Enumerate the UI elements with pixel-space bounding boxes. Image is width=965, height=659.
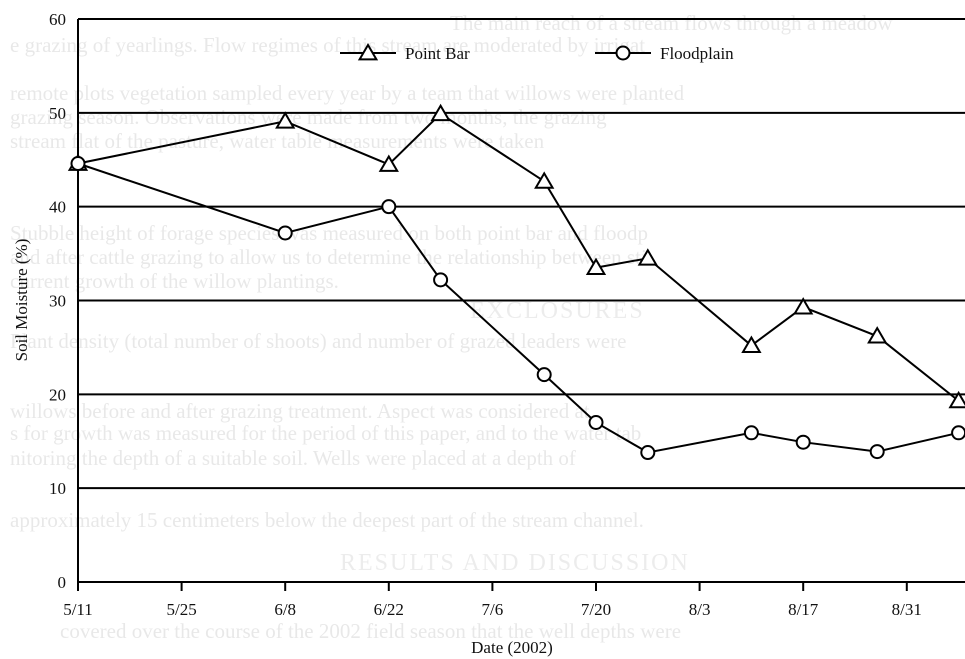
data-point-triangle bbox=[867, 326, 888, 344]
y-tick-label: 60 bbox=[49, 10, 66, 29]
data-point-circle bbox=[640, 445, 656, 461]
data-point-circle bbox=[381, 199, 397, 215]
svg-text:RESULTS AND DISCUSSION: RESULTS AND DISCUSSION bbox=[340, 550, 690, 576]
y-tick-label: 20 bbox=[49, 385, 66, 404]
data-point-circle bbox=[277, 225, 293, 241]
data-point-triangle bbox=[793, 297, 814, 315]
svg-text:remote plots vegetation sample: remote plots vegetation sampled every ye… bbox=[10, 81, 685, 105]
y-tick-label: 0 bbox=[58, 573, 67, 592]
data-point-circle bbox=[743, 425, 759, 441]
legend-label: Floodplain bbox=[660, 44, 734, 63]
x-axis-label: Date (2002) bbox=[471, 638, 553, 657]
x-tick-label: 8/31 bbox=[892, 600, 922, 619]
x-tick-label: 6/8 bbox=[274, 600, 296, 619]
data-point-circle bbox=[70, 156, 86, 172]
data-point-triangle bbox=[534, 171, 555, 189]
legend: Point Bar Floodplain bbox=[340, 43, 734, 63]
x-tick-label: 7/6 bbox=[482, 600, 504, 619]
y-tick-label: 10 bbox=[49, 479, 66, 498]
data-point-triangle bbox=[948, 390, 965, 409]
data-point-circle bbox=[588, 414, 604, 430]
legend-label: Point Bar bbox=[405, 44, 470, 63]
y-tick-label: 30 bbox=[49, 292, 66, 311]
data-point-circle bbox=[869, 444, 885, 460]
x-tick-label: 7/20 bbox=[581, 600, 611, 619]
svg-text:current growth of the willow p: current growth of the willow plantings. bbox=[10, 269, 339, 293]
data-point-triangle bbox=[637, 248, 658, 266]
data-point-circle bbox=[433, 272, 449, 288]
data-point-triangle bbox=[430, 103, 451, 122]
svg-text:approximately 15 centimeters b: approximately 15 centimeters below the d… bbox=[10, 508, 644, 532]
y-tick-label: 50 bbox=[49, 104, 66, 123]
x-tick-label: 5/11 bbox=[63, 600, 93, 619]
legend-marker-circle bbox=[615, 45, 631, 61]
svg-text:nitoring the depth of a suitab: nitoring the depth of a suitable soil. W… bbox=[10, 446, 576, 470]
legend-marker-triangle bbox=[357, 43, 379, 61]
svg-text:Plant density (total number of: Plant density (total number of shoots) a… bbox=[10, 329, 626, 353]
data-point-circle bbox=[951, 425, 965, 441]
y-tick-label: 40 bbox=[49, 198, 66, 217]
data-point-circle bbox=[536, 367, 552, 383]
svg-text:Stubble height of forage speci: Stubble height of forage species was mea… bbox=[10, 221, 648, 245]
data-point-triangle bbox=[585, 257, 607, 276]
svg-text:and after cattle grazing to al: and after cattle grazing to allow us to … bbox=[10, 245, 647, 269]
svg-text:The main reach of a stream flo: The main reach of a stream flows through… bbox=[450, 11, 893, 35]
data-point-triangle bbox=[275, 111, 296, 129]
x-tick-label: 8/17 bbox=[788, 600, 819, 619]
svg-text:willows before and after grazi: willows before and after grazing treatme… bbox=[10, 399, 590, 423]
data-point-circle bbox=[795, 434, 811, 450]
svg-text:EXCLOSURES: EXCLOSURES bbox=[470, 298, 645, 324]
svg-text:covered over the course of the: covered over the course of the 2002 fiel… bbox=[60, 619, 681, 643]
svg-text:grazing season. Observations w: grazing season. Observations were made f… bbox=[10, 105, 607, 129]
data-point-triangle bbox=[741, 335, 762, 353]
background-bleed-through: The main reach of a stream flows through… bbox=[10, 11, 893, 643]
svg-text:s for growth was measured for: s for growth was measured for the period… bbox=[10, 421, 641, 445]
x-tick-label: 8/3 bbox=[689, 600, 711, 619]
plot-area: 0 10 20 30 40 50 60 5/11 5/25 6/8 6/22 7/6 7/20 8/3 8/… bbox=[49, 10, 965, 619]
y-axis-label: Soil Moisture (%) bbox=[12, 239, 31, 362]
x-tick-label: 6/22 bbox=[374, 600, 404, 619]
x-tick-label: 5/25 bbox=[166, 600, 196, 619]
svg-text:e grazing of yearlings. Flow r: e grazing of yearlings. Flow regimes of … bbox=[10, 33, 645, 57]
svg-text:stream flat of the pasture, wa: stream flat of the pasture, water table … bbox=[10, 129, 545, 153]
data-point-triangle bbox=[378, 154, 399, 172]
